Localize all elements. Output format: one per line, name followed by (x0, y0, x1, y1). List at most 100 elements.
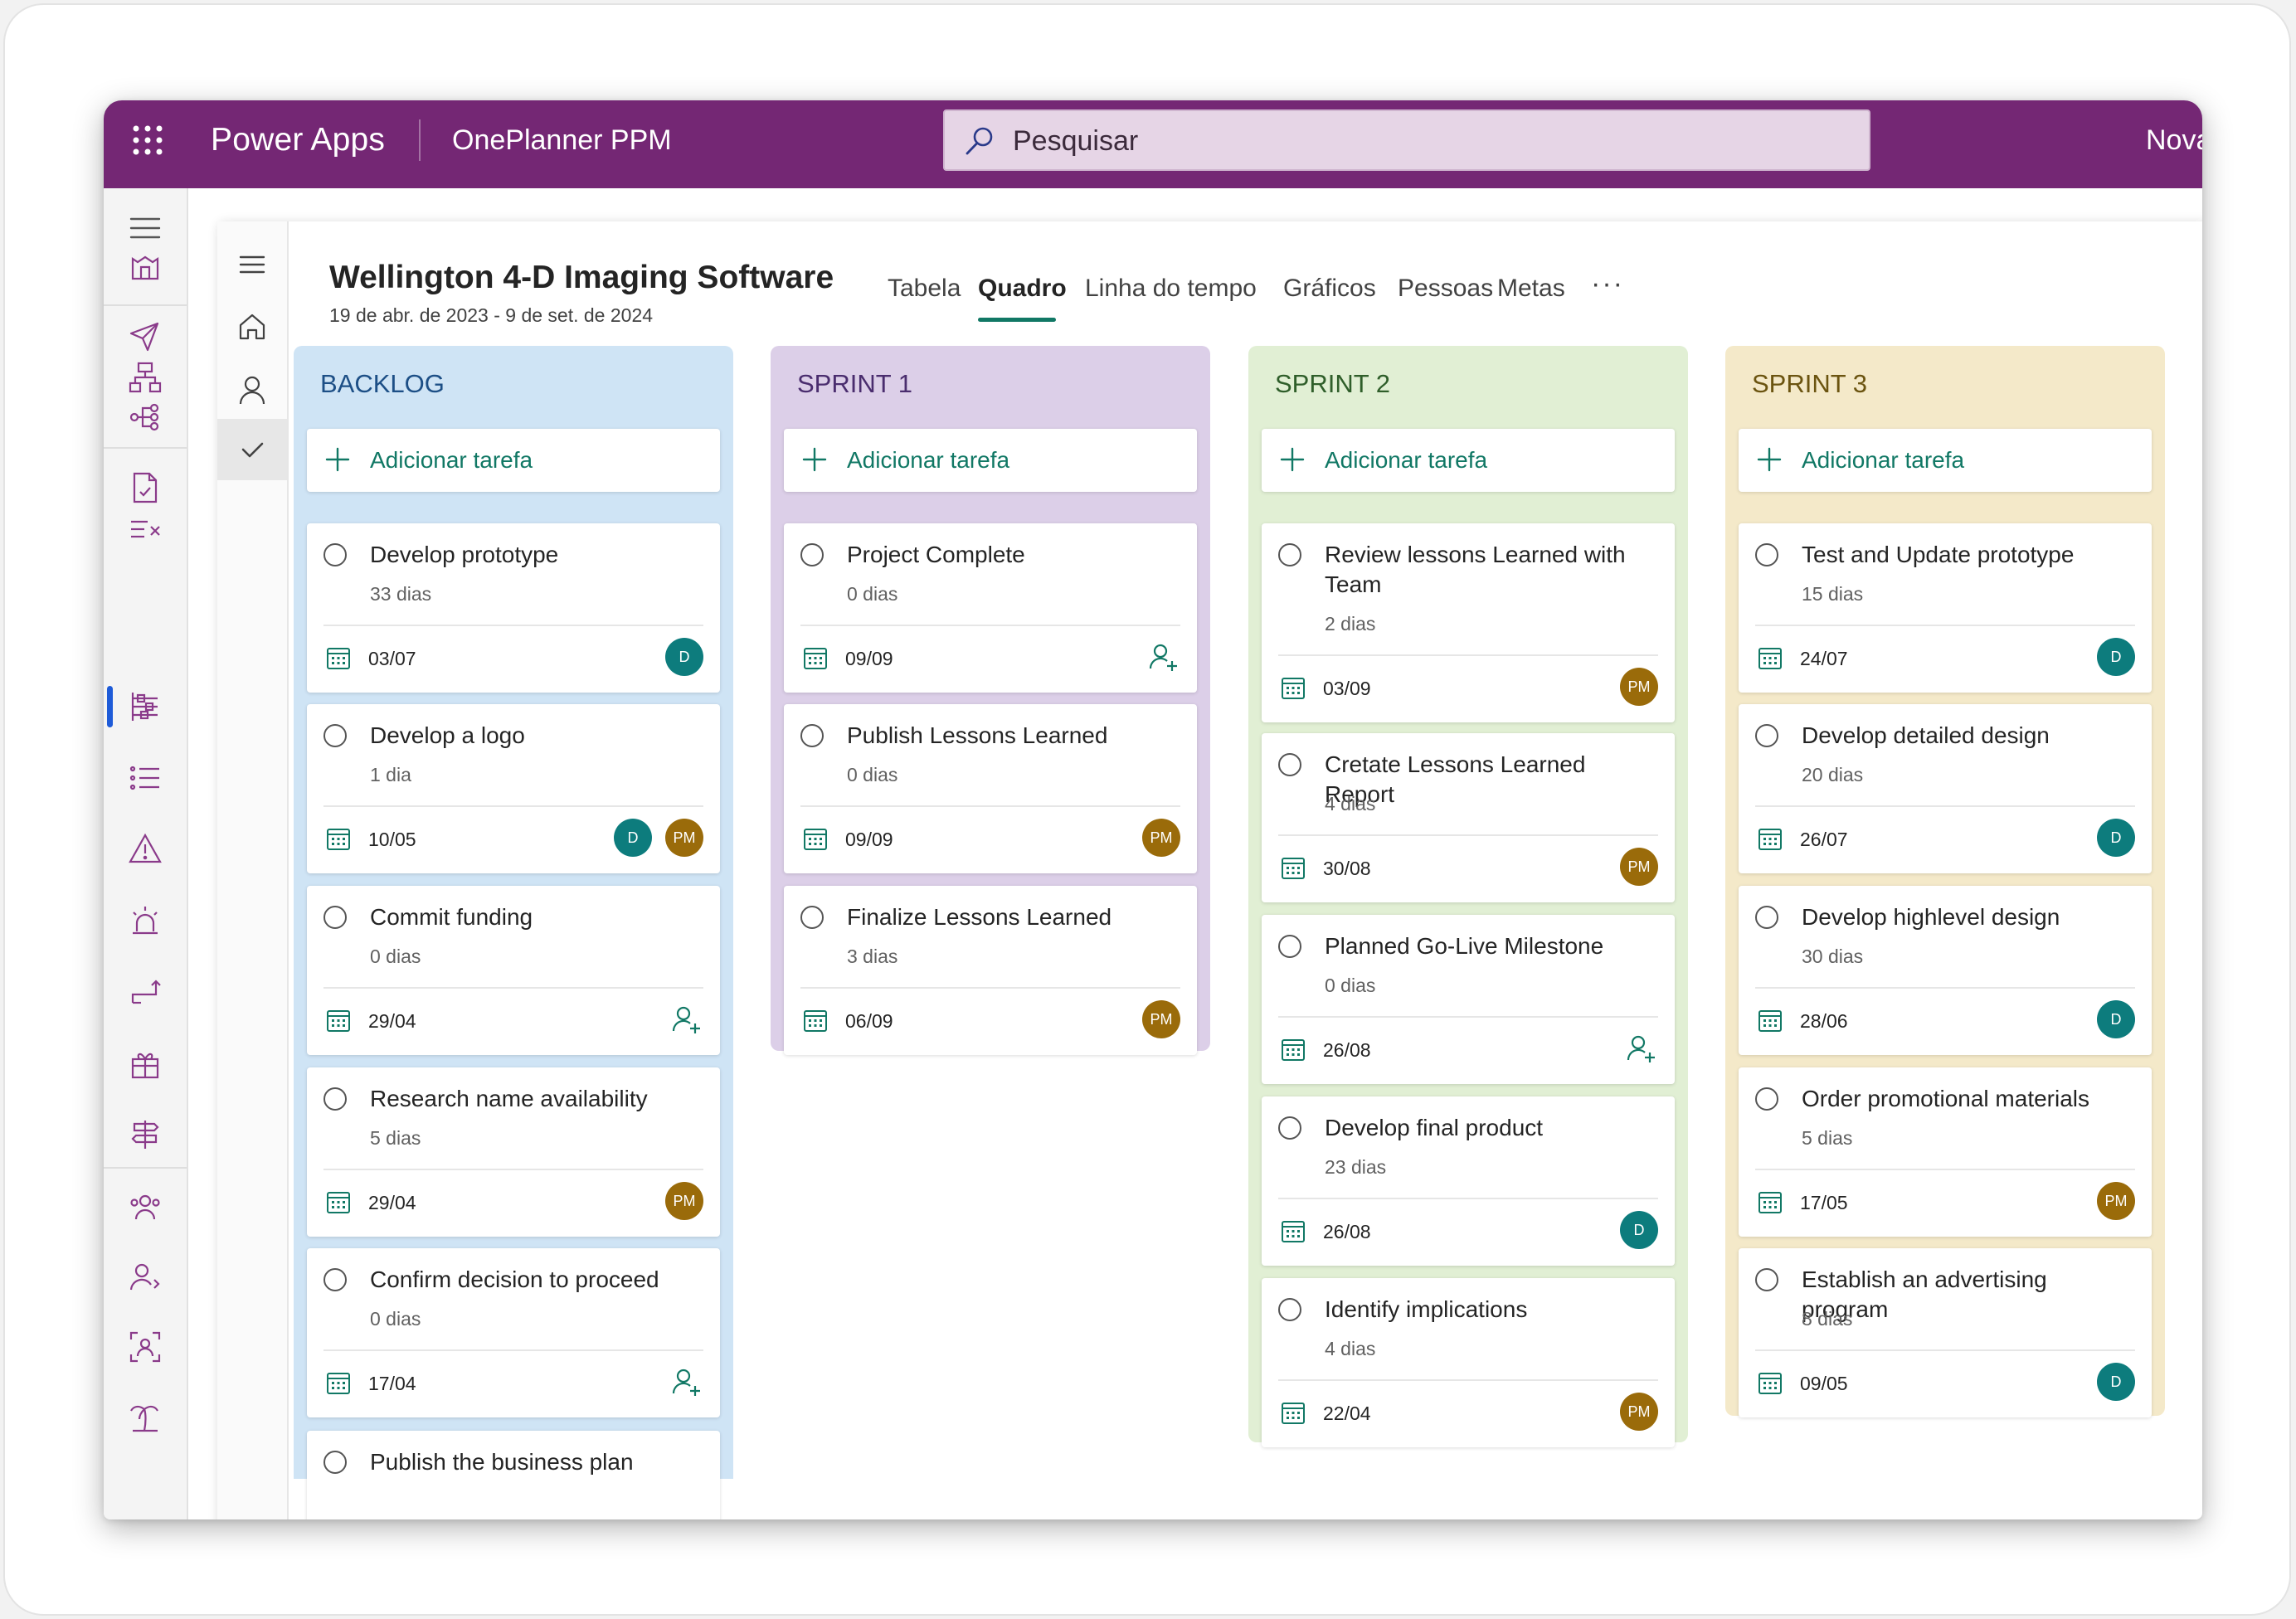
task-card[interactable]: Confirm decision to proceed 0 dias 17/04 (307, 1248, 720, 1417)
task-card[interactable]: Commit funding 0 dias 29/04 (307, 886, 720, 1055)
assignee-avatar[interactable]: PM (665, 1182, 703, 1220)
complete-task-checkbox[interactable] (1755, 1268, 1778, 1291)
task-card[interactable]: Finalize Lessons Learned 3 dias 06/09 PM (784, 886, 1197, 1055)
home-icon[interactable] (232, 307, 272, 347)
task-due-date[interactable]: 06/09 (845, 1010, 893, 1033)
task-due-date[interactable]: 28/06 (1800, 1010, 1848, 1033)
menu-icon[interactable] (126, 209, 164, 247)
task-card[interactable]: Planned Go-Live Milestone 0 dias 26/08 (1262, 915, 1675, 1084)
add-task-button[interactable]: Adicionar tarefa (1262, 429, 1675, 492)
more-tabs-icon[interactable]: ··· (1591, 268, 1624, 300)
tab-linha-do-tempo[interactable]: Linha do tempo (1085, 275, 1257, 303)
assignee-avatar[interactable]: PM (1620, 848, 1658, 886)
complete-task-checkbox[interactable] (800, 724, 824, 747)
assignee-avatar[interactable]: D (665, 638, 703, 676)
assign-person-icon[interactable] (1625, 1033, 1656, 1064)
complete-task-checkbox[interactable] (1755, 906, 1778, 929)
task-due-date[interactable]: 03/09 (1323, 678, 1371, 700)
complete-task-checkbox[interactable] (1755, 543, 1778, 566)
task-card[interactable]: Develop prototype 33 dias 03/07 D (307, 523, 720, 693)
assign-person-icon[interactable] (670, 1004, 702, 1035)
task-card[interactable]: Develop final product 23 dias 26/08 D (1262, 1096, 1675, 1266)
assignee-avatar[interactable]: D (2097, 819, 2135, 857)
complete-task-checkbox[interactable] (1278, 1116, 1301, 1140)
complete-task-checkbox[interactable] (1278, 753, 1301, 776)
assign-person-icon[interactable] (670, 1366, 702, 1398)
task-due-date[interactable]: 22/04 (1323, 1403, 1371, 1425)
search-box[interactable] (943, 109, 1870, 171)
hierarchy-icon[interactable] (126, 358, 164, 396)
vacation-icon[interactable] (126, 1398, 164, 1436)
assignee-avatar[interactable]: D (2097, 638, 2135, 676)
task-card[interactable]: Cretate Lessons Learned Report 4 dias 30/0… (1262, 733, 1675, 902)
task-due-date[interactable]: 09/05 (1800, 1373, 1848, 1395)
task-due-date[interactable]: 17/04 (368, 1373, 416, 1395)
task-card[interactable]: Test and Update prototype 15 dias 24/07 D (1739, 523, 2152, 693)
complete-task-checkbox[interactable] (800, 543, 824, 566)
task-due-date[interactable]: 26/08 (1323, 1039, 1371, 1062)
task-card[interactable]: Publish the business plan (307, 1431, 720, 1519)
document-check-icon[interactable] (126, 469, 164, 507)
person-icon[interactable] (232, 371, 272, 411)
assignee-avatar[interactable]: D (2097, 1000, 2135, 1038)
assignee-avatar[interactable]: PM (665, 819, 703, 857)
warning-icon[interactable] (126, 830, 164, 868)
person-scan-icon[interactable] (126, 1328, 164, 1366)
complete-task-checkbox[interactable] (1278, 935, 1301, 958)
task-card[interactable]: Develop a logo 1 dia 10/05 D PM (307, 704, 720, 873)
complete-task-checkbox[interactable] (323, 543, 347, 566)
task-card[interactable]: Identify implications 4 dias 22/04 PM (1262, 1278, 1675, 1447)
assignee-avatar[interactable]: PM (2097, 1182, 2135, 1220)
user-name[interactable]: Nova (2146, 124, 2202, 157)
assignee-avatar[interactable]: D (2097, 1363, 2135, 1401)
complete-task-checkbox[interactable] (323, 724, 347, 747)
flow-icon[interactable] (126, 398, 164, 436)
complete-task-checkbox[interactable] (323, 1087, 347, 1111)
numbered-list-icon[interactable] (126, 759, 164, 797)
tab-pessoas[interactable]: Pessoas (1398, 275, 1493, 303)
task-card[interactable]: Publish Lessons Learned 0 dias 09/09 PM (784, 704, 1197, 873)
task-card[interactable]: Review lessons Learned with Team 2 dias 03… (1262, 523, 1675, 722)
complete-task-checkbox[interactable] (800, 906, 824, 929)
complete-task-checkbox[interactable] (1755, 724, 1778, 747)
assign-person-icon[interactable] (1147, 641, 1179, 673)
task-due-date[interactable]: 26/07 (1800, 829, 1848, 851)
task-due-date[interactable]: 29/04 (368, 1010, 416, 1033)
tab-graficos[interactable]: Gráficos (1283, 275, 1376, 303)
assignee-avatar[interactable]: D (614, 819, 652, 857)
team-icon[interactable] (126, 1188, 164, 1226)
task-due-date[interactable]: 09/09 (845, 648, 893, 670)
assignee-avatar[interactable]: PM (1142, 819, 1180, 857)
task-due-date[interactable]: 30/08 (1323, 858, 1371, 880)
task-card[interactable]: Project Complete 0 dias 09/09 (784, 523, 1197, 693)
tab-quadro[interactable]: Quadro (978, 275, 1067, 303)
add-task-button[interactable]: Adicionar tarefa (1739, 429, 2152, 492)
gift-icon[interactable] (126, 1044, 164, 1082)
assignee-avatar[interactable]: PM (1142, 1000, 1180, 1038)
task-due-date[interactable]: 24/07 (1800, 648, 1848, 670)
add-task-button[interactable]: Adicionar tarefa (784, 429, 1197, 492)
task-due-date[interactable]: 09/09 (845, 829, 893, 851)
board-icon[interactable] (126, 688, 164, 726)
task-card[interactable]: Develop detailed design 20 dias 26/07 D (1739, 704, 2152, 873)
complete-task-checkbox[interactable] (1755, 1087, 1778, 1111)
task-due-date[interactable]: 03/07 (368, 648, 416, 670)
app-name[interactable]: Power Apps (211, 122, 385, 158)
complete-task-checkbox[interactable] (323, 1268, 347, 1291)
add-task-button[interactable]: Adicionar tarefa (307, 429, 720, 492)
assignee-avatar[interactable]: PM (1620, 668, 1658, 706)
task-card[interactable]: Order promotional materials 5 dias 17/05 PM (1739, 1067, 2152, 1237)
list-x-icon[interactable] (126, 510, 164, 548)
checkmark-icon[interactable] (232, 430, 272, 469)
task-due-date[interactable]: 26/08 (1323, 1221, 1371, 1243)
person-arrow-icon[interactable] (126, 1258, 164, 1296)
assignee-avatar[interactable]: PM (1620, 1393, 1658, 1431)
task-due-date[interactable]: 29/04 (368, 1192, 416, 1214)
environment-name[interactable]: OnePlanner PPM (452, 124, 672, 157)
tab-metas[interactable]: Metas (1497, 275, 1565, 303)
task-due-date[interactable]: 17/05 (1800, 1192, 1848, 1214)
search-input[interactable] (1011, 121, 1761, 161)
signpost-icon[interactable] (126, 1116, 164, 1154)
menu-icon[interactable] (232, 245, 272, 284)
send-icon[interactable] (126, 317, 164, 355)
